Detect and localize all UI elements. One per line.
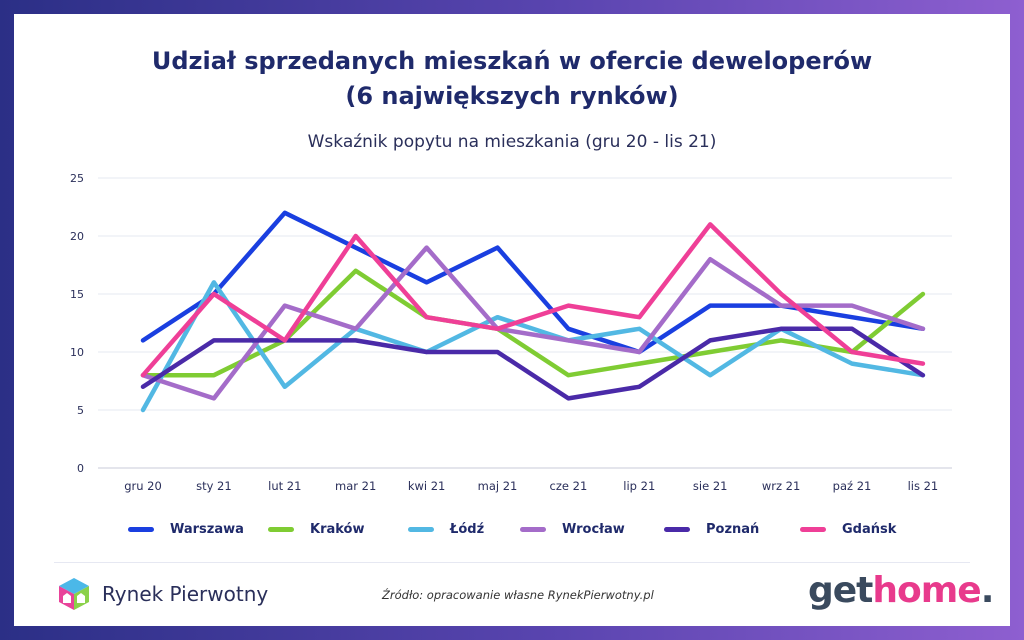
rynek-pierwotny-logo: Rynek Pierwotny [56,576,268,612]
y-tick-label: 25 [70,172,84,185]
legend-swatch [268,527,294,532]
x-tick-label: lis 21 [908,479,939,493]
x-tick-label: cze 21 [550,479,588,493]
title-line-1: Udział sprzedanych mieszkań w ofercie de… [151,47,873,75]
y-tick-label: 5 [77,404,84,417]
x-tick-label: lip 21 [623,479,655,493]
footer-divider [54,562,970,563]
x-tick-label: gru 20 [124,479,162,493]
series-line-łódź [140,280,926,413]
series-line-kraków [140,268,926,378]
legend-swatch [664,527,690,532]
house-cube-icon [56,576,92,612]
chart-subtitle: Wskaźnik popytu na mieszkania (gru 20 - … [307,132,717,152]
series-line-poznań [140,326,926,401]
y-tick-label: 0 [77,462,84,475]
line-chart: 0 5 10 15 20 25 gru 20 sty 21 lut 21 mar 21 kwi 21… [70,172,952,493]
x-tick-label: mar 21 [335,479,376,493]
series-line-gdańsk [140,222,926,378]
legend-label: Łódź [450,522,485,537]
x-tick-label: lut 21 [268,479,301,493]
legend-item: Kraków [268,522,365,537]
gethome-logo: gethome. [808,570,995,611]
legend-label: Gdańsk [842,522,897,537]
chart-card: Udział sprzedanych mieszkań w ofercie de… [14,14,1010,626]
source-note: Źródło: opracowanie własne RynekPierwotn… [382,588,654,602]
logo-left-text: Rynek Pierwotny [102,582,269,606]
y-tick-label: 20 [70,230,84,243]
x-tick-label: sty 21 [196,479,232,493]
legend-item: Łódź [408,522,484,537]
title-line-2: (6 największych rynków) [345,82,679,110]
legend-item: Gdańsk [800,522,896,537]
legend-item: Warszawa [128,522,244,537]
logo-right-part-1: get [808,570,873,611]
legend-swatch [520,527,546,532]
legend-item: Poznań [664,522,759,537]
legend-label: Kraków [310,522,365,537]
legend-swatch [800,527,826,532]
x-tick-label: kwi 21 [408,479,446,493]
logo-right-part-2: home [872,570,981,611]
x-tick-label: paź 21 [833,479,872,493]
legend-label: Poznań [706,522,760,537]
logo-right-part-3: . [980,570,995,611]
legend-swatch [128,527,154,532]
x-tick-label: maj 21 [478,479,518,493]
x-tick-label: sie 21 [693,479,728,493]
x-tick-label: wrz 21 [762,479,800,493]
legend-label: Warszawa [170,522,244,537]
legend-item: Wrocław [520,522,625,537]
legend-label: Wrocław [562,522,625,537]
y-tick-label: 15 [70,288,84,301]
chart-title: Udział sprzedanych mieszkań w ofercie de… [14,44,1010,114]
legend-swatch [408,527,434,532]
y-tick-label: 10 [70,346,84,359]
